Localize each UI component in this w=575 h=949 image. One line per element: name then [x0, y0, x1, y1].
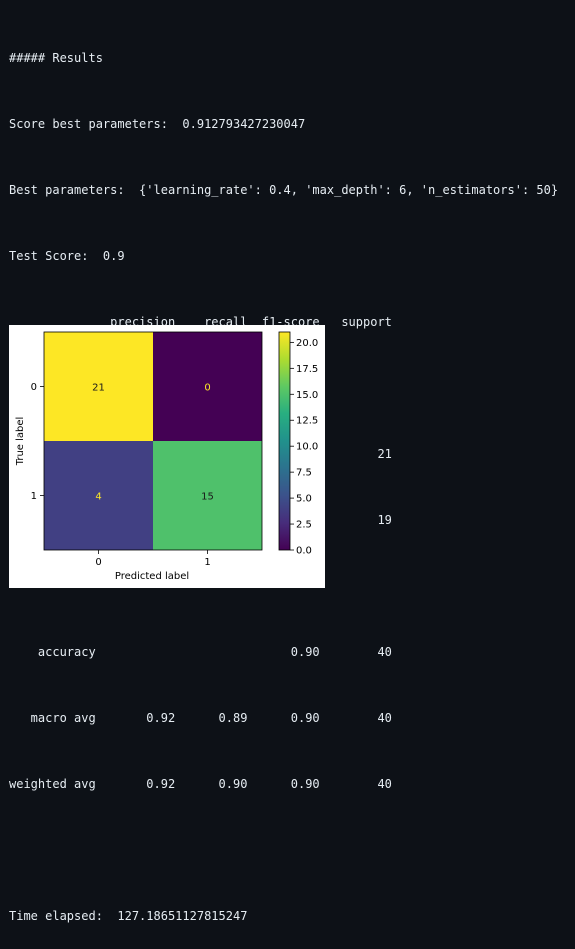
report-macro-avg: macro avg 0.92 0.89 0.90 40 — [9, 711, 392, 725]
colorbar-tick-label: 7.5 — [296, 468, 312, 479]
matrix-cell — [153, 441, 262, 550]
report-weighted-avg: weighted avg 0.92 0.90 0.90 40 — [9, 777, 392, 791]
x-axis-label: Predicted label — [115, 571, 189, 582]
plot-frame — [43, 331, 263, 551]
colorbar-tick-label: 12.5 — [296, 416, 318, 427]
colorbar — [279, 332, 290, 550]
cell-value: 4 — [95, 492, 101, 503]
cell-value: 15 — [201, 492, 214, 503]
confusion-matrix-chart: 21 04 150 1010.02.55.07.510.012.515.017.520… — [15, 331, 318, 582]
output-best-score: Score best parameters: 0.912793427230047 — [9, 117, 306, 131]
output-time-elapsed: Time elapsed: 127.18651127815247 — [9, 909, 248, 923]
colorbar-frame — [278, 331, 291, 551]
cell-value: 0 — [204, 383, 210, 394]
x-tick-label: 0 — [95, 557, 101, 568]
output-heading: ##### Results — [9, 51, 103, 65]
colorbar-tick-label: 17.5 — [296, 364, 318, 375]
colorbar-tick-label: 2.5 — [296, 520, 312, 531]
y-tick-label: 1 — [31, 491, 37, 502]
cell-value: 21 — [92, 383, 105, 394]
matrix-cell — [44, 332, 153, 441]
matrix-cell — [153, 332, 262, 441]
report-accuracy: accuracy 0.90 40 — [9, 645, 392, 659]
y-axis-label: True label — [15, 417, 26, 467]
output-test-score: Test Score: 0.9 — [9, 249, 125, 263]
colorbar-tick-label: 20.0 — [296, 338, 318, 349]
colorbar-tick-label: 15.0 — [296, 390, 318, 401]
colorbar-tick-label: 10.0 — [296, 442, 318, 453]
matrix-cell — [44, 441, 153, 550]
y-tick-label: 0 — [31, 382, 37, 393]
output-best-params: Best parameters: {'learning_rate': 0.4, … — [9, 183, 559, 197]
colorbar-tick-label: 5.0 — [296, 494, 312, 505]
confusion-matrix-figure: 21 0 4 15 0 1 0 1 0.0 2.5 5.0 7.5 10.0 12.5 15.0 17.5 20… — [9, 325, 325, 588]
x-tick-label: 1 — [204, 557, 210, 568]
output-blank — [9, 839, 575, 861]
colorbar-tick-label: 0.0 — [296, 546, 312, 557]
